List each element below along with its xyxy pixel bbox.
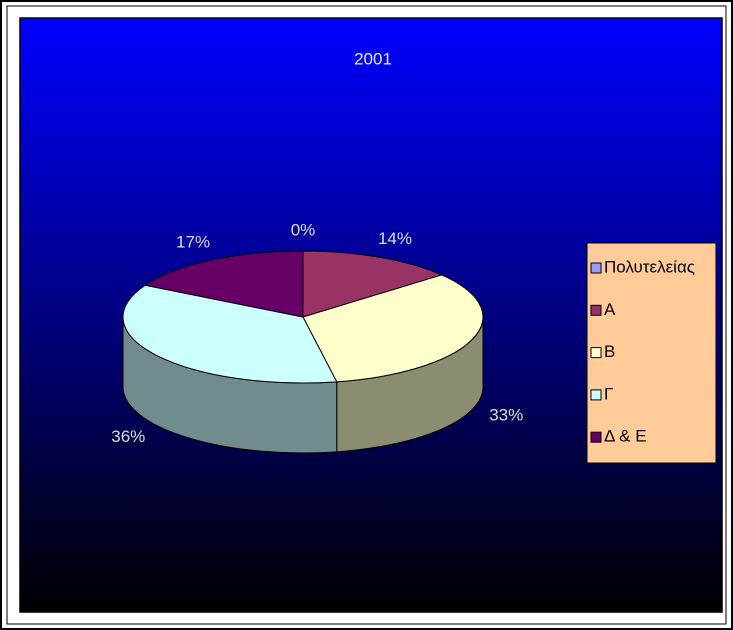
legend-label: Α — [604, 300, 616, 319]
legend-swatch — [590, 431, 602, 443]
slice — [302, 274, 484, 383]
legend-swatch — [590, 389, 602, 401]
legend-swatch — [590, 304, 602, 316]
legend-label: Πολυτελείας — [604, 257, 695, 276]
legend-swatch — [590, 262, 602, 274]
legend-swatch — [590, 347, 602, 359]
data-label: 14% — [378, 229, 412, 248]
legend-label: Γ — [604, 384, 613, 403]
slice — [302, 250, 444, 318]
data-label: 36% — [111, 427, 145, 446]
data-label: 0% — [291, 221, 316, 240]
legend-label: Δ & Ε — [604, 427, 647, 446]
legend — [586, 242, 717, 464]
slice — [122, 284, 338, 384]
slice — [143, 250, 304, 318]
chart-title: 2001 — [354, 49, 392, 68]
inner-frame — [6, 5, 727, 625]
legend-label: Β — [604, 342, 615, 361]
data-label: 33% — [489, 406, 523, 425]
data-label: 17% — [176, 233, 210, 252]
